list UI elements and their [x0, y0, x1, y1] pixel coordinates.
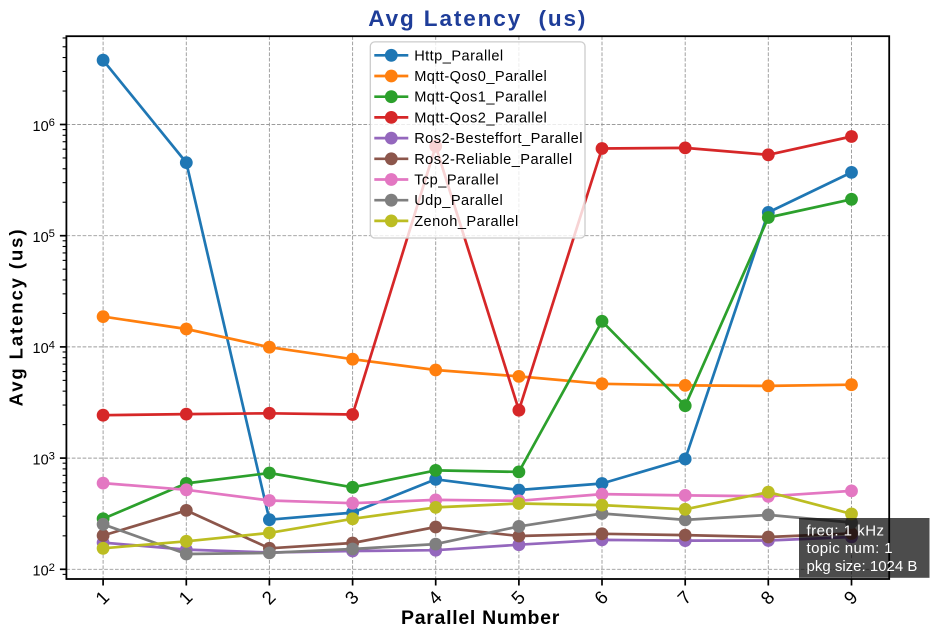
- svg-text:Udp_Parallel: Udp_Parallel: [414, 193, 503, 209]
- svg-text:Mqtt-Qos2_Parallel: Mqtt-Qos2_Parallel: [414, 110, 547, 126]
- svg-text:Http_Parallel: Http_Parallel: [414, 48, 503, 64]
- svg-text:Avg Latency (us): Avg Latency (us): [6, 228, 27, 407]
- svg-text:Tcp_Parallel: Tcp_Parallel: [414, 173, 499, 189]
- svg-text:Avg Latency (us): Avg Latency (us): [368, 6, 587, 31]
- svg-text:Ros2-Besteffort_Parallel: Ros2-Besteffort_Parallel: [414, 131, 583, 147]
- svg-text:Ros2-Reliable_Parallel: Ros2-Reliable_Parallel: [414, 152, 572, 168]
- svg-text:pkg size: 1024 B: pkg size: 1024 B: [807, 558, 918, 575]
- svg-text:Parallel Number: Parallel Number: [401, 607, 560, 629]
- svg-text:Zenoh_Parallel: Zenoh_Parallel: [414, 214, 518, 230]
- svg-text:topic num: 1: topic num: 1: [807, 540, 894, 557]
- svg-text:freq: 1 kHz: freq: 1 kHz: [807, 522, 885, 539]
- svg-text:Mqtt-Qos1_Parallel: Mqtt-Qos1_Parallel: [414, 90, 547, 106]
- svg-text:Mqtt-Qos0_Parallel: Mqtt-Qos0_Parallel: [414, 69, 547, 85]
